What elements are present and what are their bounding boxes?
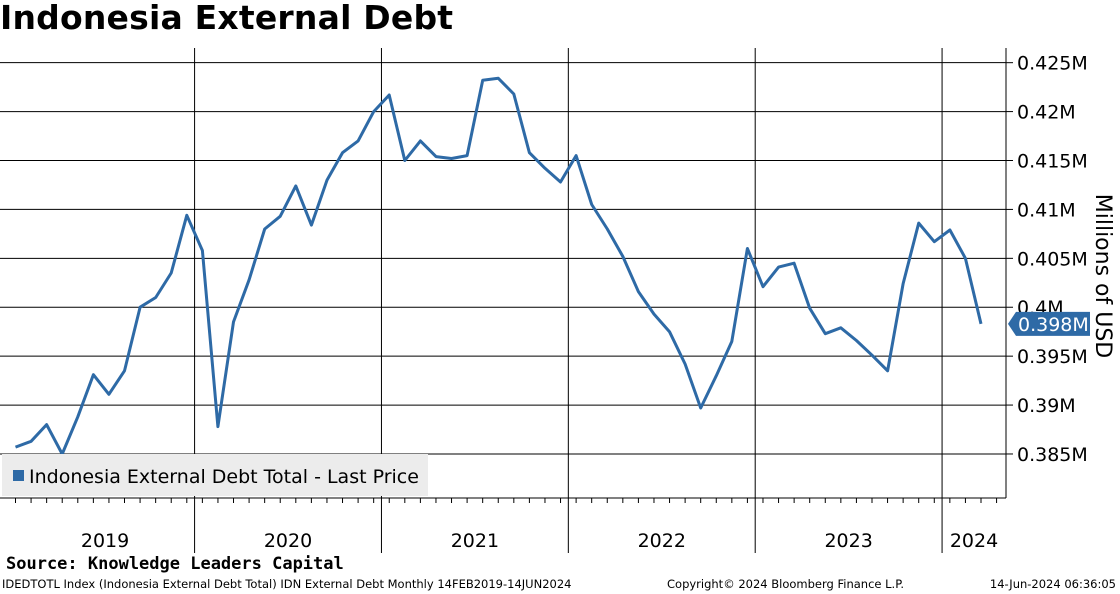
footer-index-info: IDEDTOTL Index (Indonesia External Debt … [2, 577, 572, 591]
last-value-badge [1008, 311, 1090, 336]
x-year-label: 2023 [824, 530, 872, 552]
y-tick-label: 0.415M [1017, 151, 1088, 173]
y-tick-label: 0.39M [1017, 395, 1076, 417]
y-tick-label: 0.385M [1017, 444, 1088, 466]
y-tick-label: 0.405M [1017, 248, 1088, 270]
x-year-label: 2021 [451, 530, 499, 552]
series-layer [14, 76, 983, 456]
x-year-label: 2020 [264, 530, 312, 552]
x-year-label: 2019 [81, 530, 129, 552]
legend: Indonesia External Debt Total - Last Pri… [2, 454, 428, 496]
axis-layer [0, 48, 1013, 503]
y-axis-title: Millions of USD [1090, 194, 1115, 359]
source-note: Source: Knowledge Leaders Capital [6, 554, 344, 574]
label-layer: 0.385M0.39M0.395M0.4M0.405M0.41M0.415M0.… [81, 53, 1115, 552]
footer-timestamp: 14-Jun-2024 06:36:05 [989, 577, 1116, 591]
series-line [14, 76, 983, 456]
y-tick-label: 0.395M [1017, 346, 1088, 368]
legend-box [2, 454, 428, 496]
legend-swatch [13, 470, 24, 481]
footer-copyright: Copyright© 2024 Bloomberg Finance L.P. [667, 577, 904, 591]
chart-title: Indonesia External Debt [0, 0, 454, 37]
x-year-label: 2022 [638, 530, 686, 552]
y-tick-label: 0.41M [1017, 199, 1076, 221]
last-value-label: 0.398M [1018, 314, 1089, 336]
legend-label: Indonesia External Debt Total - Last Pri… [29, 466, 419, 488]
y-tick-label: 0.425M [1017, 53, 1088, 75]
x-year-label: 2024 [950, 530, 998, 552]
y-tick-label: 0.42M [1017, 102, 1076, 124]
